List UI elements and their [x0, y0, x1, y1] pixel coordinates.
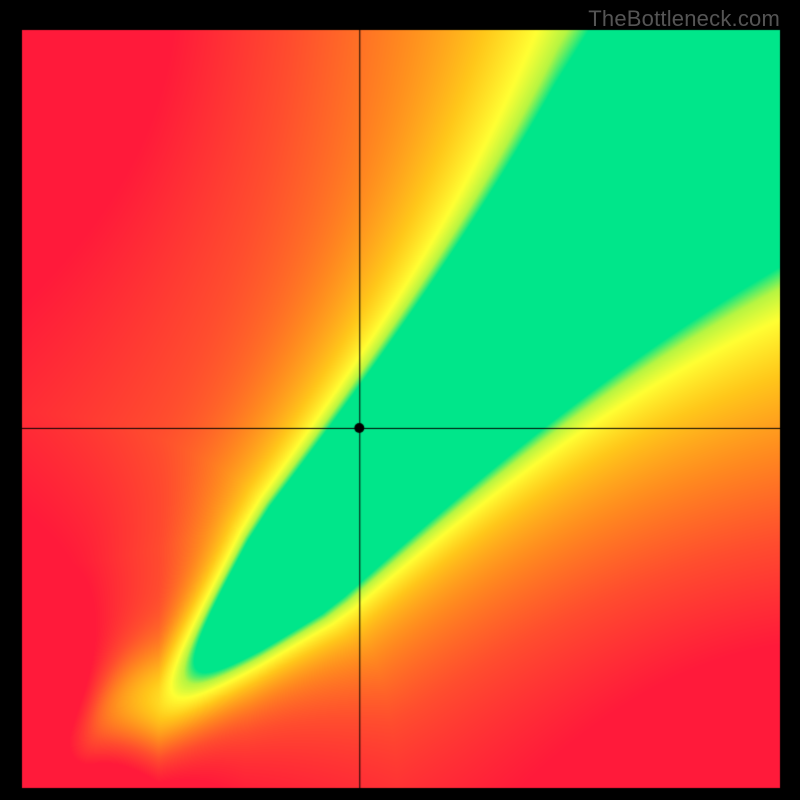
watermark-text: TheBottleneck.com	[588, 6, 780, 32]
heatmap-canvas	[0, 0, 800, 800]
chart-container: TheBottleneck.com	[0, 0, 800, 800]
